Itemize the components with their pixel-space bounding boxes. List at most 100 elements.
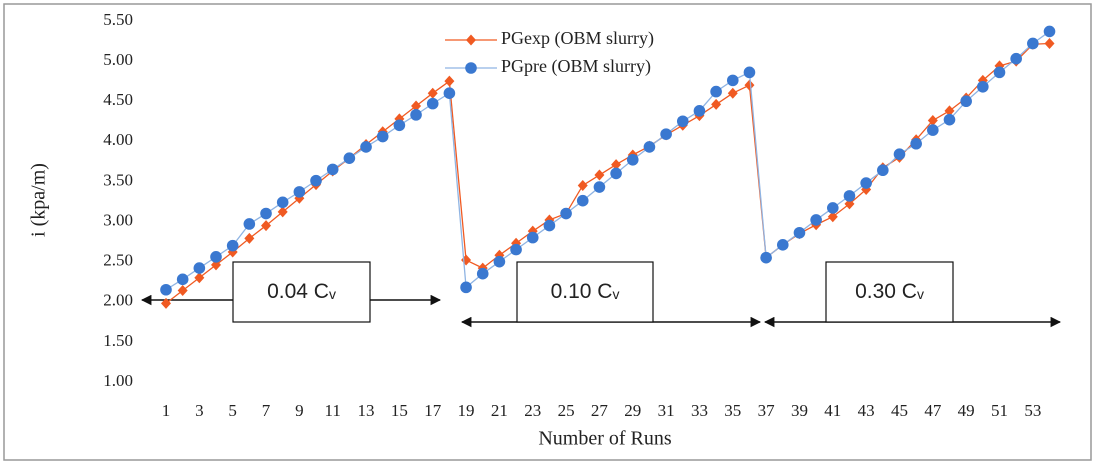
data-point	[610, 167, 622, 180]
data-point	[710, 85, 722, 98]
data-point	[460, 281, 472, 294]
data-point	[1044, 37, 1055, 49]
x-tick-label: 17	[424, 401, 442, 420]
data-point	[843, 190, 856, 202]
y-tick-label: 5.00	[103, 50, 133, 69]
data-point	[543, 219, 556, 232]
data-point	[244, 232, 255, 244]
x-tick-label: 1	[162, 401, 171, 420]
data-point	[993, 66, 1006, 79]
x-axis-title: Number of Runs	[538, 428, 672, 450]
data-point	[726, 74, 739, 87]
data-point	[411, 100, 422, 112]
data-point	[376, 130, 389, 143]
data-point	[711, 98, 722, 110]
data-point	[444, 75, 455, 87]
data-point	[927, 124, 939, 136]
data-point	[1027, 37, 1039, 50]
data-point	[276, 196, 289, 209]
data-point	[593, 181, 606, 193]
x-tick-label: 25	[558, 401, 575, 420]
y-axis-title: i (kpa/m)	[28, 163, 50, 237]
x-tick-label: 27	[591, 401, 609, 420]
data-point	[927, 114, 938, 126]
data-point	[877, 164, 889, 177]
data-point	[360, 141, 372, 153]
annotation-box	[232, 261, 371, 323]
x-tick-label: 7	[262, 401, 271, 420]
data-point	[676, 115, 689, 128]
data-point	[343, 152, 356, 164]
legend-label: PGpre (OBM slurry)	[501, 56, 651, 77]
x-tick-label: 21	[491, 401, 508, 420]
y-tick-label: 3.50	[103, 170, 133, 189]
data-point	[660, 128, 672, 140]
x-tick-label: 35	[724, 401, 741, 420]
annotation: 0.30 Cv	[855, 280, 924, 303]
data-point	[493, 255, 506, 268]
data-point	[910, 137, 922, 150]
data-point	[744, 79, 755, 91]
legend-marker	[466, 34, 476, 46]
x-tick-label: 5	[228, 401, 237, 420]
data-point	[226, 239, 239, 252]
annotation: 0.10 Cv	[551, 280, 620, 303]
data-point	[893, 148, 906, 160]
annotation: 0.04 Cv	[267, 280, 336, 303]
data-point	[793, 226, 806, 239]
data-point	[326, 163, 339, 176]
frame	[3, 3, 1092, 461]
data-point	[577, 179, 588, 191]
x-tick-label: 15	[391, 401, 408, 420]
legend-marker	[465, 62, 477, 74]
data-point	[1010, 52, 1022, 65]
data-point	[860, 177, 872, 189]
y-tick-label: 5.50	[103, 10, 133, 29]
data-point	[193, 262, 206, 274]
data-point	[177, 285, 188, 297]
data-point	[211, 259, 222, 271]
x-tick-label: 19	[458, 401, 475, 420]
data-point	[494, 249, 505, 261]
data-point	[760, 251, 772, 264]
data-point	[410, 109, 422, 121]
annotation-text: 0.30 C	[855, 280, 917, 303]
y-tick-label: 4.50	[103, 90, 133, 109]
x-tick-label: 45	[891, 401, 908, 420]
x-tick-label: 31	[658, 401, 675, 420]
data-point	[693, 105, 706, 117]
data-point	[426, 97, 439, 110]
data-point	[526, 231, 539, 244]
data-point	[576, 194, 589, 207]
y-tick-label: 2.00	[103, 291, 133, 310]
data-point	[776, 239, 789, 251]
x-tick-label: 9	[295, 401, 304, 420]
y-tick-label: 3.00	[103, 210, 133, 229]
data-point	[210, 251, 222, 263]
legend-label: PGexp (OBM slurry)	[501, 28, 654, 49]
data-point	[277, 206, 288, 218]
x-tick-label: 43	[858, 401, 875, 420]
y-tick-label: 1.00	[103, 371, 133, 390]
data-point	[1043, 25, 1056, 38]
data-point	[827, 202, 839, 214]
data-point	[560, 207, 572, 220]
x-tick-label: 37	[758, 401, 776, 420]
annotation-text: 0.10 C	[551, 280, 613, 303]
data-point	[611, 159, 622, 171]
data-point	[293, 186, 306, 198]
y-tick-label: 2.50	[103, 251, 133, 270]
data-point	[943, 113, 956, 126]
annotation-box	[825, 261, 954, 323]
data-point	[960, 95, 972, 108]
x-tick-label: 23	[524, 401, 541, 420]
data-point	[310, 174, 322, 187]
x-tick-label: 29	[624, 401, 641, 420]
y-tick-label: 1.50	[103, 331, 133, 350]
annotation-sub: v	[917, 286, 924, 302]
annotation-sub: v	[612, 286, 619, 302]
data-point	[743, 66, 756, 79]
x-tick-label: 41	[824, 401, 841, 420]
